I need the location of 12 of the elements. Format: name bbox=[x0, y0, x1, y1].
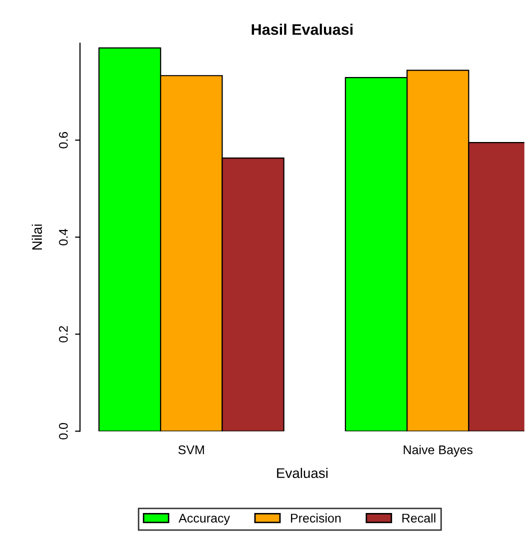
x-tick-label: Naive Bayes bbox=[404, 445, 472, 457]
y-axis-title: Nilai bbox=[32, 224, 42, 250]
x-tick-label: SVM bbox=[178, 445, 204, 454]
y-tick-label: 0.4 bbox=[58, 228, 68, 246]
legend-label: Precision bbox=[291, 513, 341, 523]
y-tick-label: 0.0 bbox=[58, 423, 68, 440]
x-axis-title: Evaluasi bbox=[277, 468, 328, 478]
legend-label: Accuracy bbox=[178, 514, 230, 526]
chart-title: Hasil Evaluasi bbox=[252, 24, 352, 35]
legend-label: Recall bbox=[402, 513, 436, 523]
y-tick-label: 0.2 bbox=[58, 326, 68, 342]
y-tick-label: 0.6 bbox=[58, 132, 68, 148]
